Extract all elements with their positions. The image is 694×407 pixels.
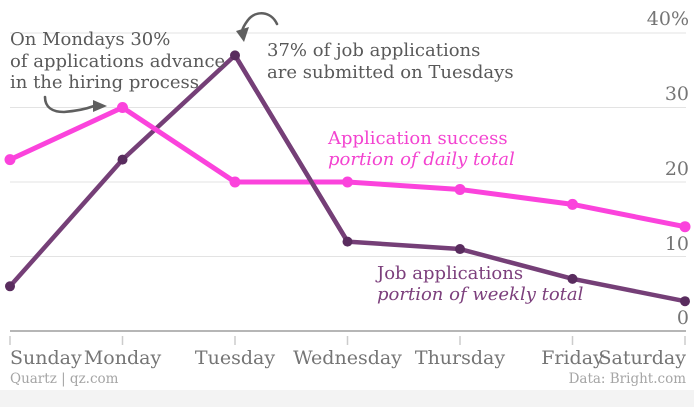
annotation-monday-line-2: of applications advance	[10, 50, 226, 72]
y-axis-tick-40: 40%	[646, 8, 689, 30]
annotation-monday-line-3: in the hiring process	[10, 72, 199, 93]
annotation-tuesday-line-1: 37% of job applications	[267, 40, 481, 61]
series-name-job-applications: Job applications	[377, 263, 524, 284]
x-axis-label-wednesday: Wednesday	[293, 347, 402, 369]
annotation-tuesday-line-2: are submitted on Tuesdays	[267, 62, 514, 83]
y-axis-tick-20: 20	[664, 158, 689, 180]
annotation-tuesday: 37% of job applications are submitted on…	[267, 40, 514, 84]
series-label-job-applications: Job applications portion of weekly total	[377, 263, 583, 305]
y-axis-tick-10: 10	[664, 233, 689, 255]
x-axis-label-sunday: Sunday	[10, 347, 82, 369]
annotation-monday: On Mondays 30% of applications advance i…	[10, 29, 225, 94]
annotation-monday-line-1: On Mondays 30%	[10, 29, 171, 50]
x-axis-label-friday: Friday	[541, 347, 604, 369]
series-name-application-success: Application success	[328, 128, 508, 149]
source-attribution-quartz: Quartz | qz.com	[10, 371, 119, 387]
series-subtitle-application-success: portion of daily total	[328, 149, 515, 170]
series-label-application-success: Application success portion of daily tot…	[328, 128, 515, 170]
line-chart	[4, 12, 691, 345]
bottom-strip	[0, 390, 694, 407]
x-axis-label-monday: Monday	[83, 347, 162, 369]
x-axis-label-saturday: Saturday	[598, 347, 686, 369]
x-axis-label-thursday: Thursday	[414, 347, 506, 369]
x-axis-label-tuesday: Tuesday	[194, 347, 276, 369]
y-axis-tick-0: 0	[676, 307, 689, 329]
source-attribution-data: Data: Bright.com	[568, 371, 686, 387]
series-subtitle-job-applications: portion of weekly total	[377, 284, 584, 305]
y-axis-tick-30: 30	[664, 83, 689, 105]
